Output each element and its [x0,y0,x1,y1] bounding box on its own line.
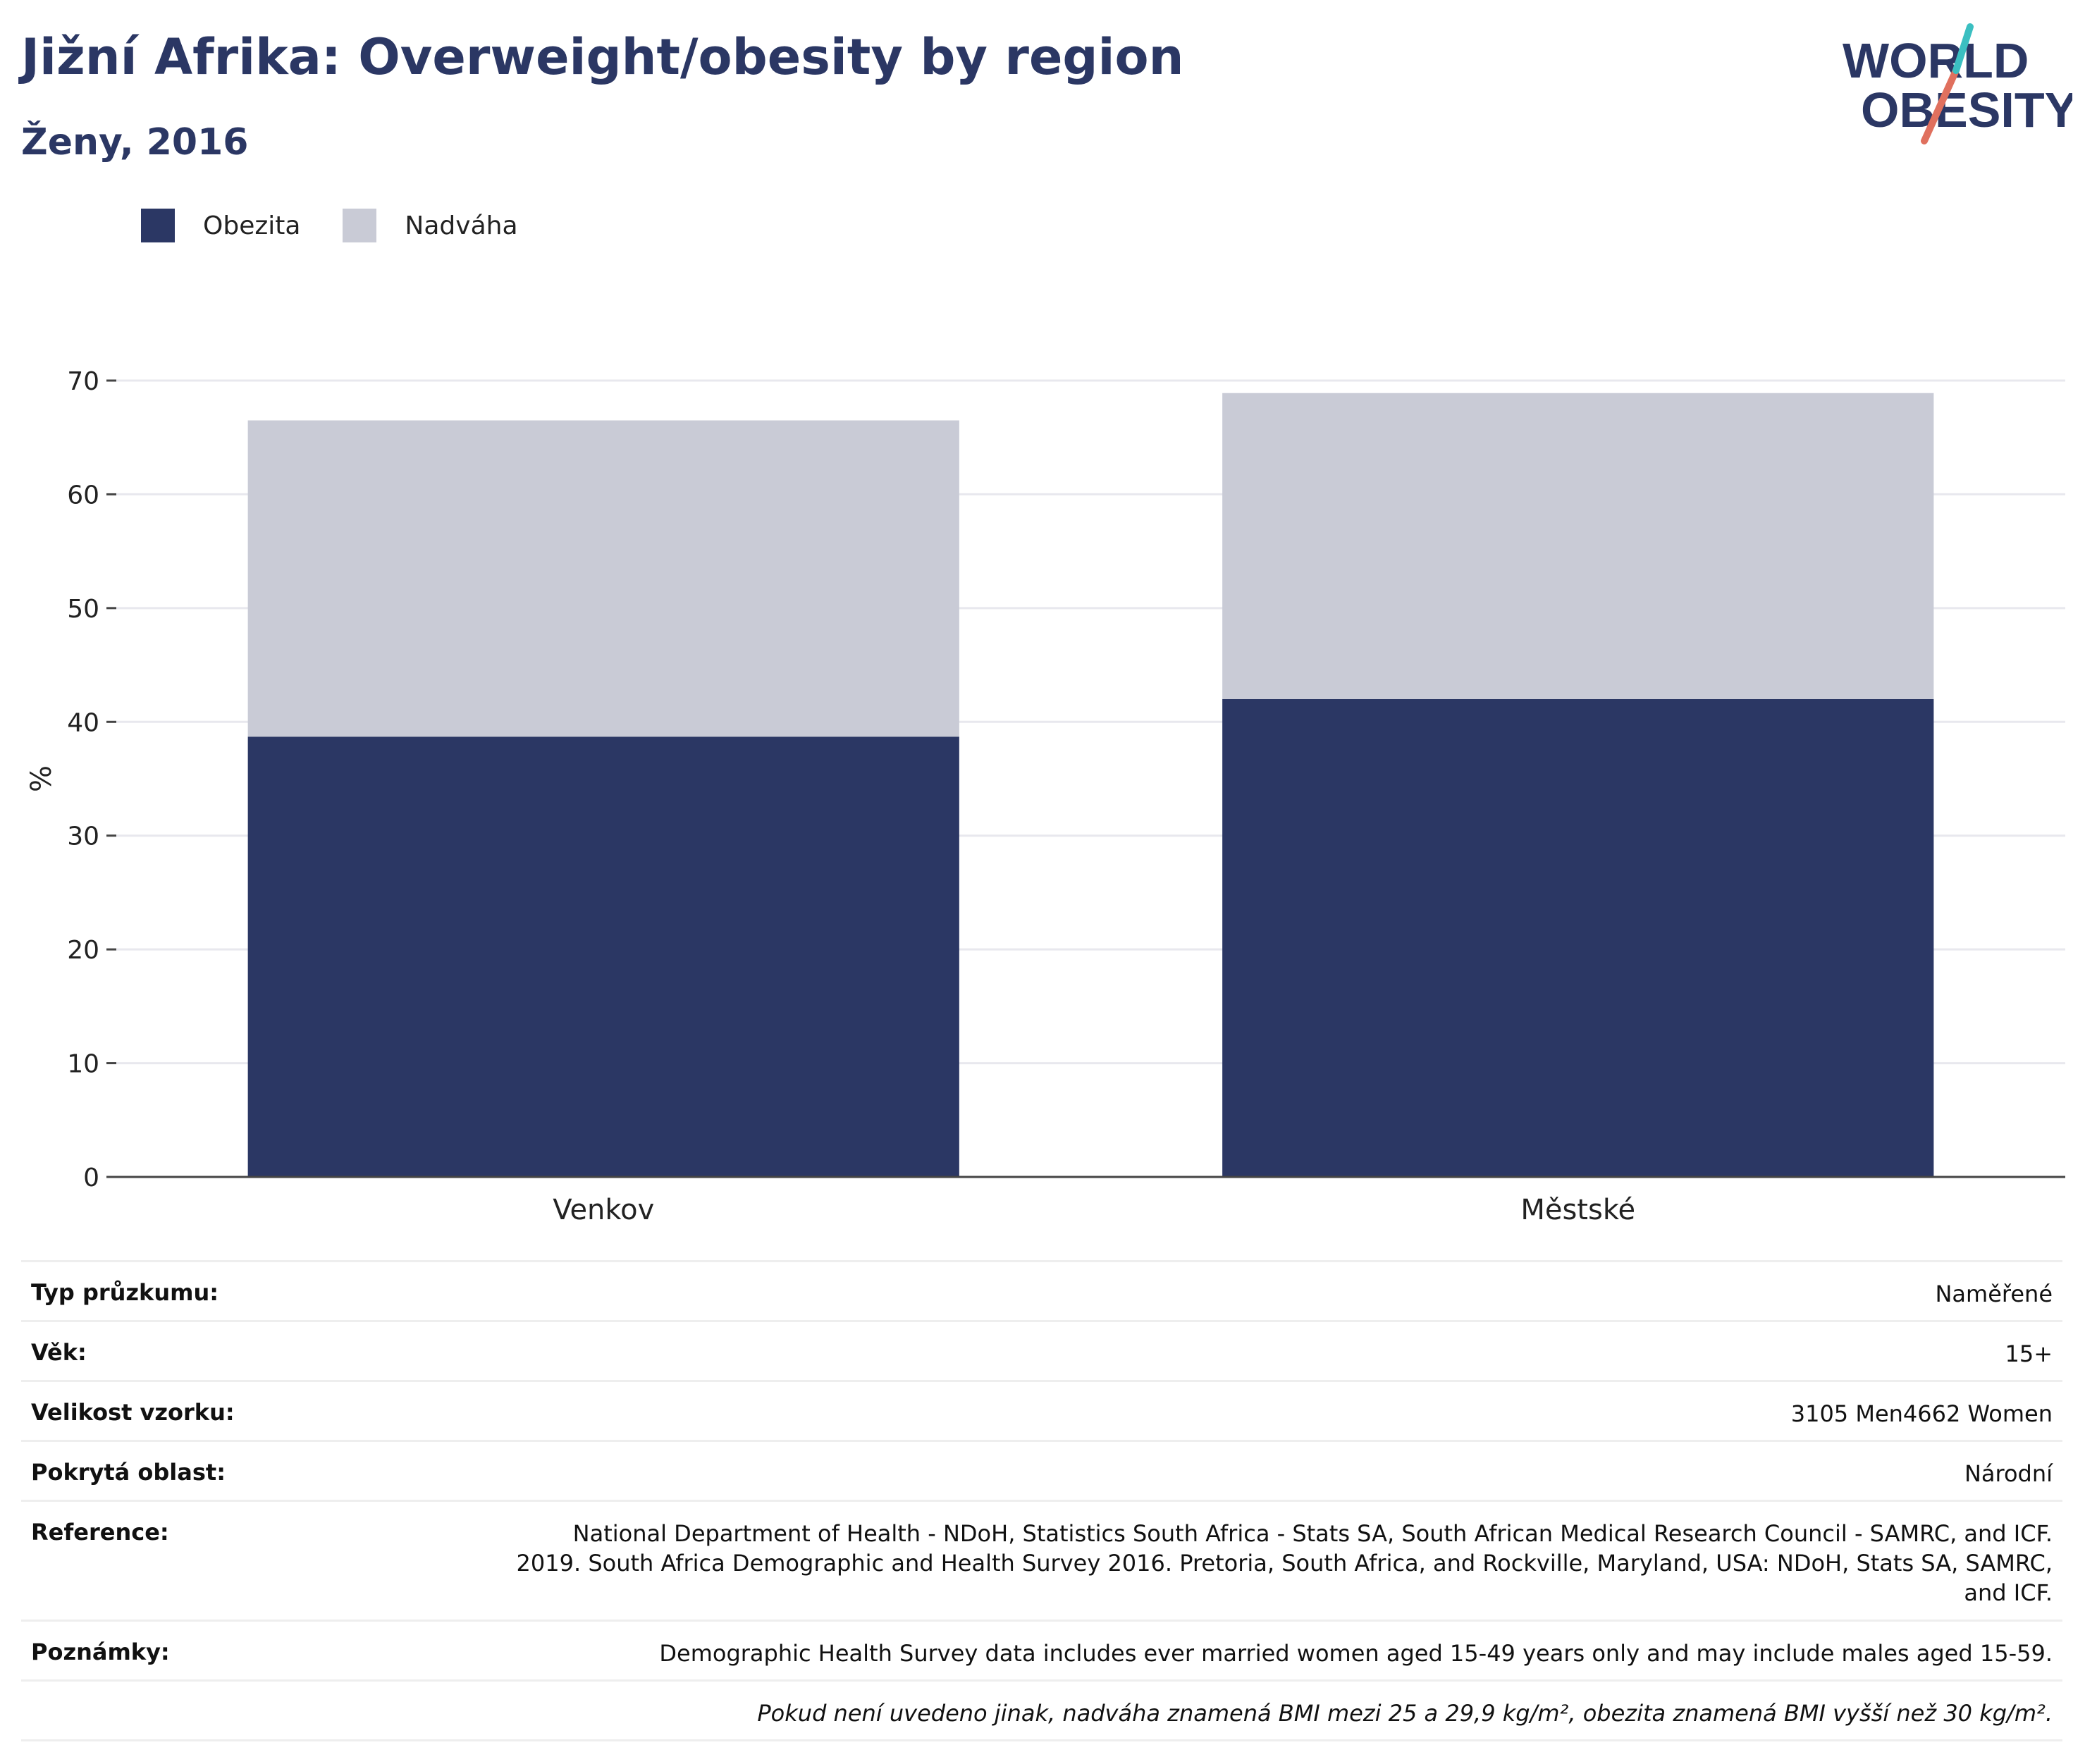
info-row-footnote: Pokud není uvedeno jinak, nadváha znamen… [21,1679,2062,1739]
y-tick-label: 20 [67,936,99,965]
info-row-notes: Poznámky: Demographic Health Survey data… [21,1620,2062,1679]
legend-swatch-overweight [343,209,377,242]
y-tick-label: 60 [67,481,99,510]
y-tick-label: 10 [67,1050,99,1079]
info-row-sample-size: Velikost vzorku: 3105 Men4662 Women [21,1380,2062,1440]
x-tick-label: Venkov [553,1194,654,1226]
legend-label-obesity: Obezita [203,211,301,240]
info-value: 15+ [2005,1340,2053,1367]
info-key: Poznámky: [31,1639,170,1665]
y-tick-label: 40 [67,708,99,737]
logo-line-2: OBESITY [1861,82,2072,137]
bar-venkov-series-1 [247,420,959,737]
info-value: 3105 Men4662 Women [1790,1400,2053,1427]
info-value: National Department of Health - NDoH, St… [516,1520,2053,1606]
bar-venkov-series-0 [247,736,959,1177]
x-tick-label: Městské [1520,1194,1635,1226]
info-row-reference: Reference: National Department of Health… [21,1500,2062,1620]
info-row-age: Věk: 15+ [21,1320,2062,1380]
survey-info-table: Typ průzkumu: Naměřené Věk: 15+ Velikost… [21,1260,2062,1741]
info-value: Demographic Health Survey data includes … [659,1640,2053,1667]
y-tick-label: 70 [67,367,99,396]
info-key: Pokrytá oblast: [31,1459,226,1486]
y-tick-label: 30 [67,822,99,851]
y-tick-label: 50 [67,595,99,624]
info-key: Reference: [31,1519,169,1546]
info-value: Naměřené [1935,1281,2053,1307]
world-obesity-logo: WORLD OBESITY [1843,23,2072,144]
info-key: Velikost vzorku: [31,1399,235,1426]
bar-městské-series-0 [1222,699,1934,1177]
legend-swatch-obesity [141,209,175,242]
stacked-bar-chart: 0 10 20 30 40 50 60 70% Venkov Městské [25,367,2065,1226]
legend-label-overweight: Nadváha [405,211,518,240]
info-value: Národní [1964,1460,2053,1487]
y-tick-label: 0 [83,1164,99,1192]
bar-městské-series-1 [1222,393,1934,699]
info-row-survey-type: Typ průzkumu: Naměřené [21,1260,2062,1320]
y-axis-label: % [25,765,58,792]
logo-line-1: WORLD [1843,33,2029,88]
bmi-footnote: Pokud není uvedeno jinak, nadváha znamen… [757,1700,2053,1727]
chart-title: Jižní Afrika: Overweight/obesity by regi… [21,28,1184,86]
chart-legend: Obezita Nadváha [141,209,560,242]
chart-subtitle: Ženy, 2016 [21,121,249,164]
info-row-coverage: Pokrytá oblast: Národní [21,1440,2062,1500]
info-key: Typ průzkumu: [31,1279,219,1306]
info-key: Věk: [31,1339,87,1366]
